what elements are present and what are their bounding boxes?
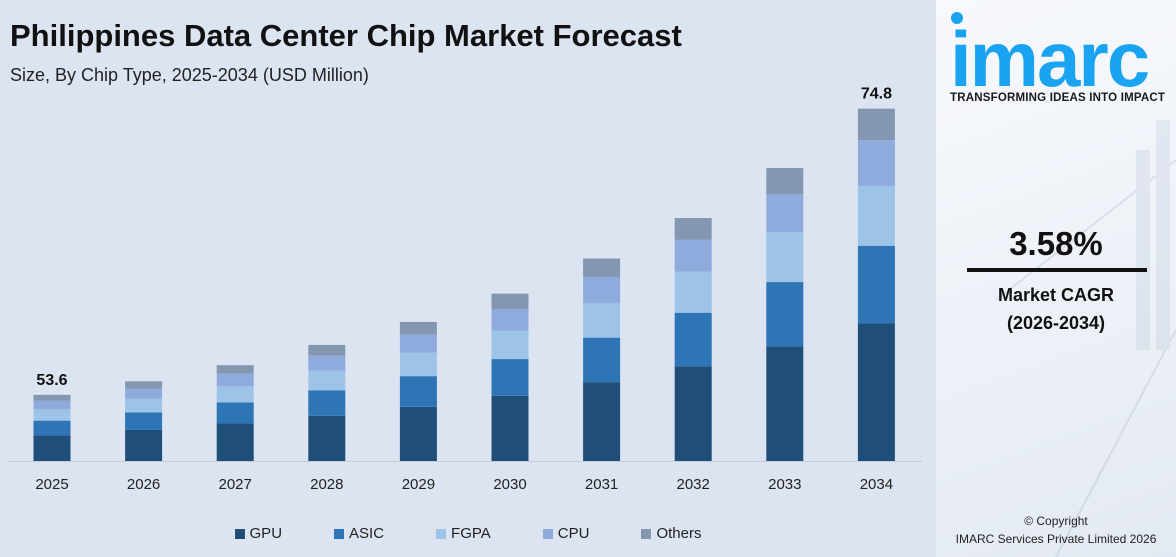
bar-segment-others-2034	[857, 108, 895, 141]
legend-swatch	[436, 528, 447, 539]
chart-title: Philippines Data Center Chip Market Fore…	[10, 18, 682, 53]
bar-segment-fgpa-2034	[857, 185, 895, 246]
bar-segment-others-2033	[766, 168, 804, 195]
x-tick-label: 2031	[585, 476, 618, 493]
bar-segment-cpu-2026	[125, 388, 163, 399]
legend-label: FGPA	[451, 525, 491, 542]
legend-swatch	[234, 528, 245, 539]
bar-segment-fgpa-2032	[674, 271, 712, 313]
legend-item-others: Others	[641, 525, 701, 542]
bar-segment-fgpa-2026	[125, 398, 163, 413]
stacked-bar-chart: 2025 53.6 2026 2027 2028 2029 2030 2031 2032 2033…	[8, 86, 922, 493]
bar-segment-asic-2031	[583, 337, 621, 383]
legend-label: CPU	[557, 525, 590, 542]
bar-segment-gpu-2028	[308, 415, 346, 461]
cagr-period: (2026-2034)	[1006, 313, 1106, 333]
x-tick-label: 2027	[219, 476, 252, 493]
legend: GPU ASIC FGPA CPU Others	[0, 525, 936, 542]
legend-swatch	[641, 528, 652, 539]
bar-segment-others-2029	[399, 321, 437, 335]
total-label: 53.6	[36, 372, 67, 389]
bar-segment-cpu-2032	[674, 239, 712, 272]
bar-segment-cpu-2034	[857, 140, 895, 186]
bar-segment-asic-2032	[674, 312, 712, 367]
bar-segment-asic-2025	[33, 420, 71, 436]
legend-item-gpu: GPU	[234, 525, 283, 542]
bar-segment-gpu-2025	[33, 435, 71, 461]
bar-segment-asic-2034	[857, 245, 895, 324]
copyright-line1: © Copyright	[1024, 514, 1088, 528]
svg-text:imarc: imarc	[950, 15, 1149, 93]
bar-segment-cpu-2028	[308, 355, 346, 371]
bar-segment-cpu-2030	[491, 308, 529, 331]
bar-segment-fgpa-2028	[308, 370, 346, 391]
bar-segment-cpu-2025	[33, 400, 71, 410]
bar-segment-gpu-2029	[399, 406, 437, 461]
bar-segment-cpu-2027	[216, 373, 254, 387]
imarc-logo: imarc	[950, 12, 1151, 93]
bar-segment-gpu-2026	[125, 429, 163, 461]
bar-segment-fgpa-2027	[216, 386, 254, 403]
legend-item-cpu: CPU	[542, 525, 590, 542]
total-label: 74.8	[861, 86, 892, 103]
bar-segment-others-2025	[33, 394, 71, 401]
brand-tagline: TRANSFORMING IDEAS INTO IMPACT	[950, 92, 1166, 104]
bar-segment-gpu-2032	[674, 366, 712, 461]
bar-segment-gpu-2027	[216, 423, 254, 461]
bar-segment-others-2030	[491, 293, 529, 309]
bar-segment-asic-2028	[308, 390, 346, 416]
legend-swatch	[334, 528, 345, 539]
x-tick-label: 2029	[402, 476, 435, 493]
bar-segment-fgpa-2033	[766, 232, 804, 283]
x-tick-label: 2034	[860, 476, 893, 493]
divider	[967, 268, 1147, 272]
chart-subtitle: Size, By Chip Type, 2025-2034 (USD Milli…	[10, 65, 369, 85]
legend-label: ASIC	[349, 525, 385, 542]
bar-segment-gpu-2030	[491, 395, 529, 461]
cagr-value: 3.58%	[1009, 225, 1103, 262]
bar-segment-gpu-2031	[583, 382, 621, 461]
bar-segment-cpu-2031	[583, 276, 621, 304]
bar-segment-others-2031	[583, 258, 621, 277]
background-decoration	[995, 120, 1176, 557]
bar-segment-others-2026	[125, 381, 163, 389]
bar-segment-others-2032	[674, 218, 712, 240]
bar-segment-fgpa-2031	[583, 303, 621, 338]
bar-segment-asic-2026	[125, 412, 163, 430]
x-tick-label: 2030	[493, 476, 526, 493]
bar-segment-asic-2030	[491, 359, 529, 396]
x-tick-label: 2032	[677, 476, 710, 493]
legend-item-asic: ASIC	[334, 525, 384, 542]
chart-panel: Philippines Data Center Chip Market Fore…	[0, 18, 936, 542]
bar-segment-others-2027	[216, 365, 254, 374]
bar-segment-cpu-2029	[399, 334, 437, 353]
bar-segment-asic-2033	[766, 282, 804, 347]
legend-swatch	[542, 528, 553, 539]
bar-segment-asic-2027	[216, 402, 254, 424]
legend-item-fgpa: FGPA	[436, 525, 491, 542]
x-tick-label: 2025	[35, 476, 68, 493]
x-tick-label: 2033	[768, 476, 801, 493]
bar-segment-fgpa-2025	[33, 409, 71, 421]
bar-segment-fgpa-2029	[399, 352, 437, 377]
bar-segment-gpu-2034	[857, 323, 895, 461]
bar-segment-others-2028	[308, 344, 346, 356]
x-tick-label: 2028	[310, 476, 343, 493]
legend-label: Others	[656, 525, 702, 542]
legend-label: GPU	[249, 525, 283, 542]
bar-segment-asic-2029	[399, 376, 437, 407]
bar-segment-cpu-2033	[766, 194, 804, 233]
x-tick-label: 2026	[127, 476, 160, 493]
cagr-label: Market CAGR	[997, 285, 1115, 305]
bar-segment-gpu-2033	[766, 346, 804, 461]
bar-segment-fgpa-2030	[491, 330, 529, 360]
copyright-line2: IMARC Services Private Limited 2026	[955, 532, 1157, 546]
brand-panel: imarc TRANSFORMING IDEAS INTO IMPACT 3.5…	[936, 0, 1176, 557]
